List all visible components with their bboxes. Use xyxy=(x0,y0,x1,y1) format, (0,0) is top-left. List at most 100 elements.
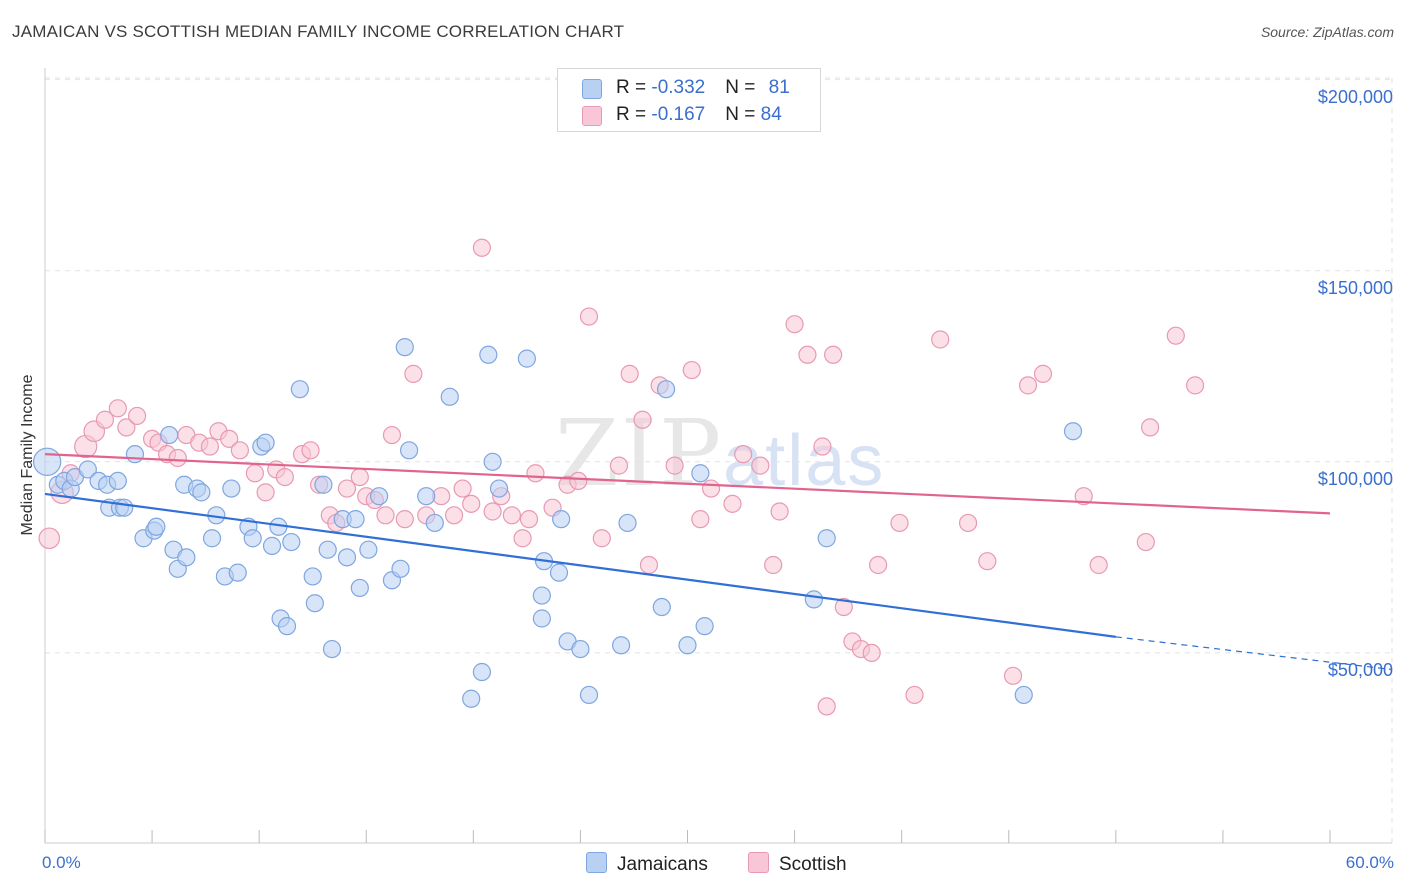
jamaican-point xyxy=(177,548,196,567)
jamaican-point xyxy=(262,536,282,555)
jamaican-point xyxy=(479,345,498,364)
jamaican-point xyxy=(305,594,324,613)
scottish-point xyxy=(256,483,275,502)
jamaican-point xyxy=(695,617,714,636)
jamaican-point xyxy=(618,513,637,533)
legend-r-value: -0.332 xyxy=(651,77,706,98)
scottish-point xyxy=(95,410,115,429)
scottish-point xyxy=(1074,487,1093,506)
scottish-point xyxy=(108,399,127,418)
scottish-point xyxy=(117,418,136,437)
y-tick-label: $200,000 xyxy=(1317,87,1393,107)
scottish-point xyxy=(869,555,888,575)
jamaican-point xyxy=(32,447,62,476)
scottish-point xyxy=(764,555,783,575)
scottish-point xyxy=(1185,376,1205,395)
scottish-point xyxy=(1166,326,1185,345)
scottish-point xyxy=(931,330,950,349)
legend-n-label: N = xyxy=(725,104,761,125)
jamaican-point xyxy=(1014,685,1033,705)
scottish-point xyxy=(1140,418,1160,437)
y-tick-label: $100,000 xyxy=(1317,469,1393,489)
scottish-point xyxy=(513,529,532,548)
scottish-point xyxy=(633,410,652,429)
jamaican-point xyxy=(678,636,697,655)
scottish-point xyxy=(620,364,639,383)
scottish-point xyxy=(444,506,464,525)
scottish-point xyxy=(382,425,402,445)
bottom-legend-scottish: Scottish xyxy=(748,852,847,876)
jamaican-point xyxy=(282,532,301,552)
legend-r-label: R = xyxy=(616,77,652,98)
jamaican-point xyxy=(579,685,599,705)
scottish-point xyxy=(691,510,710,529)
scottish-point xyxy=(905,685,924,705)
scottish-point xyxy=(502,506,521,525)
source-note: Source: ZipAtlas.com xyxy=(1260,24,1394,40)
jamaican-point xyxy=(160,425,179,445)
jamaican-point xyxy=(147,517,166,536)
jamaican-point xyxy=(1063,422,1083,441)
jamaican-point xyxy=(350,578,369,598)
jamaican-point xyxy=(314,475,333,494)
jamaican-point xyxy=(552,510,571,529)
scottish-point xyxy=(569,471,588,491)
jamaican-point xyxy=(370,487,389,506)
legend-r-label: R = xyxy=(616,104,652,125)
jamaican-point xyxy=(318,540,337,559)
bottom-legend-label: Scottish xyxy=(779,854,847,875)
scottish-point xyxy=(519,510,539,529)
jamaican-point xyxy=(532,586,551,605)
scottish-point xyxy=(245,464,264,483)
jamaican-point xyxy=(472,662,491,682)
scottish-point xyxy=(751,456,770,475)
scottish-point xyxy=(404,364,423,383)
jamaican-point xyxy=(395,338,414,357)
jamaican-point xyxy=(125,445,145,464)
scottish-point xyxy=(701,479,721,498)
jamaican-point xyxy=(691,464,710,483)
jamaican-point xyxy=(440,387,459,406)
jamaican-point xyxy=(399,441,419,460)
scottish-point xyxy=(592,529,611,548)
bottom-legend-label: Jamaicans xyxy=(617,854,708,875)
jamaican-point xyxy=(425,513,444,533)
jamaican-point xyxy=(108,471,127,491)
jamaican-point xyxy=(532,609,551,628)
jamaican-point xyxy=(462,689,481,708)
jamaican-point xyxy=(489,479,509,498)
scottish-point xyxy=(38,527,61,550)
jamaican-point xyxy=(571,639,590,659)
scottish-point xyxy=(834,597,853,617)
x-tick-label: 0.0% xyxy=(42,853,81,872)
jamaican-point xyxy=(483,452,502,471)
scottish-point xyxy=(337,479,357,498)
jamaican-point xyxy=(417,487,436,506)
scottish-point xyxy=(526,464,545,483)
scottish-point xyxy=(350,467,369,487)
scottish-point xyxy=(1089,555,1108,575)
scottish-point xyxy=(483,502,502,521)
jamaicans-trend-line xyxy=(44,492,1116,638)
scottish-point xyxy=(770,502,789,521)
scottish-point xyxy=(200,437,220,456)
scottish-point xyxy=(785,315,804,334)
scottish-point xyxy=(1033,364,1053,383)
scottish-trend-line xyxy=(44,453,1331,515)
scottish-point xyxy=(1136,532,1155,552)
scottish-point xyxy=(734,445,753,464)
scottish-point xyxy=(639,555,659,575)
jamaican-point xyxy=(346,510,365,529)
legend-r-value: -0.167 xyxy=(651,104,706,125)
legend-n-value: 84 xyxy=(760,104,782,125)
bottom-legend-jamaicans: Jamaicans xyxy=(586,852,708,876)
legend-n-value: 81 xyxy=(768,77,790,98)
x-tick-label: 60.0% xyxy=(1345,853,1394,872)
y-tick-label: $150,000 xyxy=(1317,278,1393,298)
jamaican-point xyxy=(517,349,536,368)
jamaican-point xyxy=(804,590,823,609)
jamaican-point xyxy=(303,567,322,586)
scottish-point xyxy=(301,441,320,460)
scottish-swatch xyxy=(748,852,769,873)
chart-title: JAMAICAN VS SCOTTISH MEDIAN FAMILY INCOM… xyxy=(12,22,625,41)
